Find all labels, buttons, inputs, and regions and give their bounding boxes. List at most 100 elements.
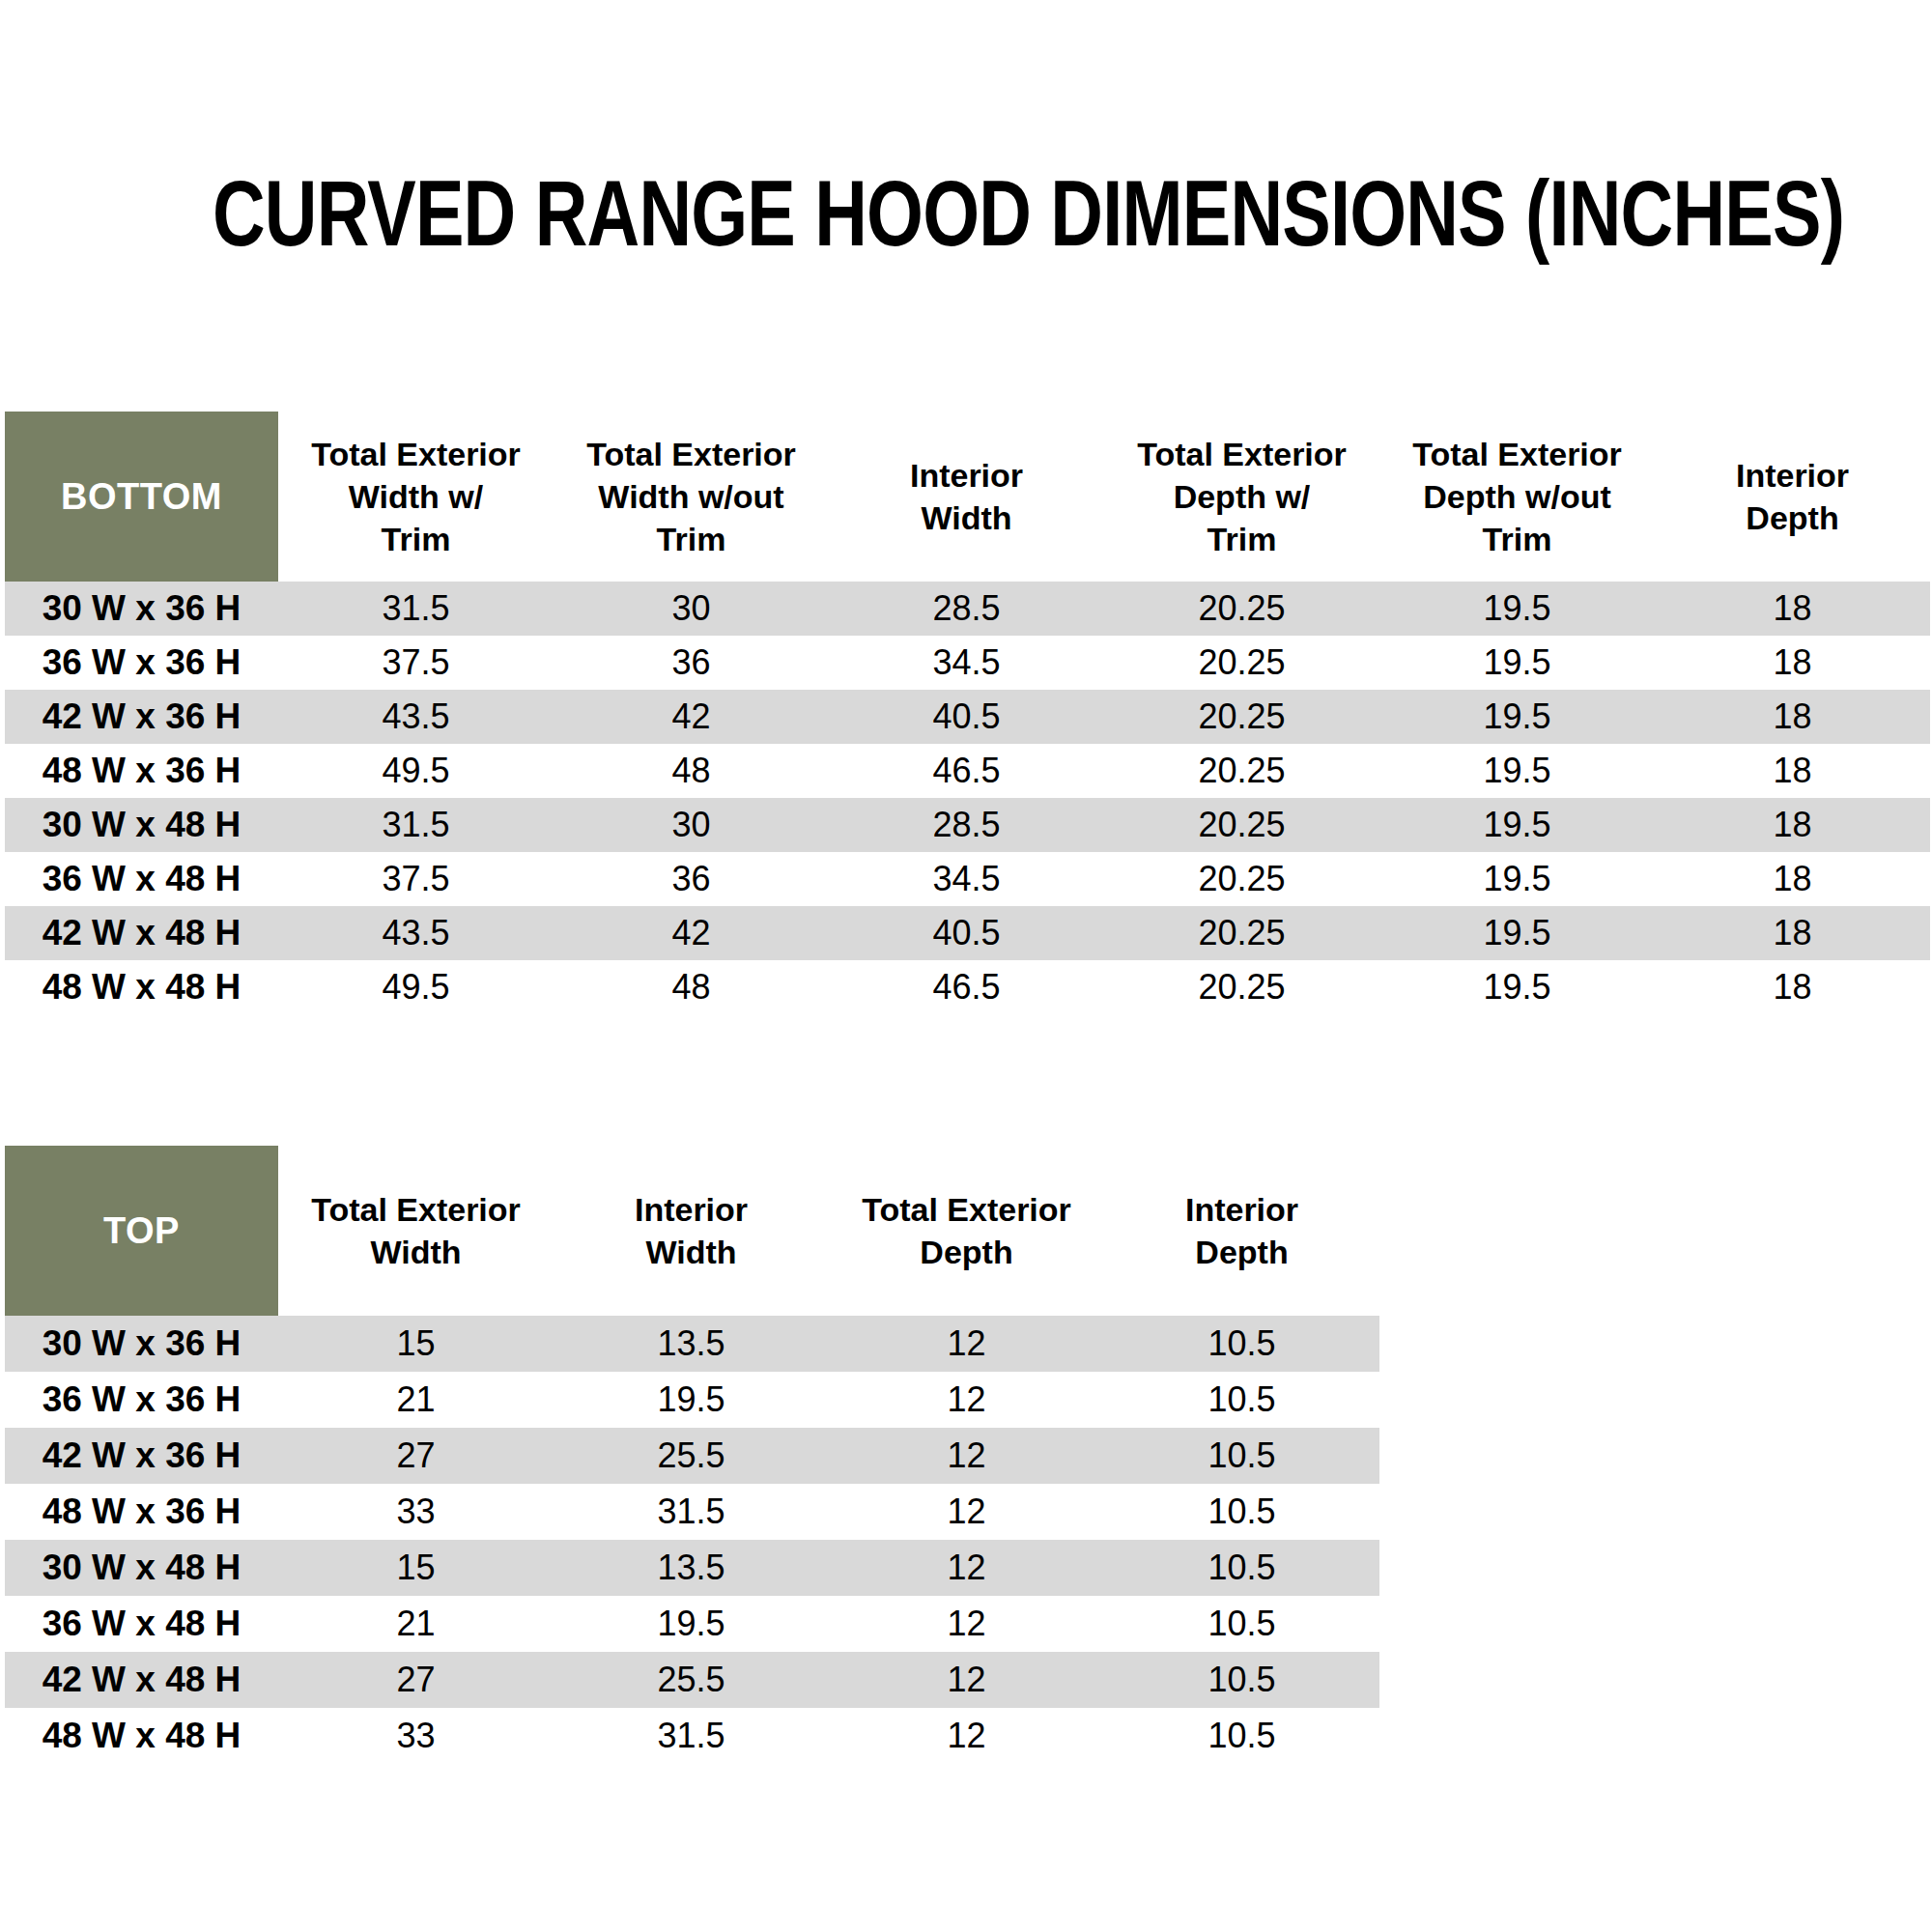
table-row: 42 W x 48 H43.54240.520.2519.518 — [5, 906, 1930, 960]
value-cell: 37.5 — [278, 636, 554, 690]
row-label: 30 W x 48 H — [5, 798, 278, 852]
value-cell: 19.5 — [1379, 960, 1655, 1014]
value-cell: 19.5 — [1379, 852, 1655, 906]
value-cell: 10.5 — [1104, 1540, 1379, 1596]
value-cell: 30 — [554, 798, 829, 852]
value-cell: 18 — [1655, 852, 1930, 906]
column-header: Total Exterior Width w/out Trim — [554, 412, 829, 582]
column-header: Total Exterior Depth — [829, 1146, 1104, 1316]
table-row: 36 W x 36 H37.53634.520.2519.518 — [5, 636, 1930, 690]
value-cell: 31.5 — [278, 582, 554, 636]
value-cell: 36 — [554, 636, 829, 690]
column-header: Interior Width — [554, 1146, 829, 1316]
table-row: 48 W x 48 H3331.51210.5 — [5, 1708, 1379, 1764]
row-label: 36 W x 48 H — [5, 852, 278, 906]
value-cell: 12 — [829, 1540, 1104, 1596]
table-row: 42 W x 36 H2725.51210.5 — [5, 1428, 1379, 1484]
value-cell: 12 — [829, 1316, 1104, 1372]
column-header: Interior Depth — [1104, 1146, 1379, 1316]
bottom-table: BOTTOMTotal Exterior Width w/ TrimTotal … — [5, 412, 1930, 1014]
column-header: Total Exterior Depth w/out Trim — [1379, 412, 1655, 582]
table-row: 48 W x 36 H49.54846.520.2519.518 — [5, 744, 1930, 798]
value-cell: 19.5 — [554, 1372, 829, 1428]
table-row: 36 W x 48 H2119.51210.5 — [5, 1596, 1379, 1652]
value-cell: 48 — [554, 960, 829, 1014]
value-cell: 49.5 — [278, 744, 554, 798]
value-cell: 12 — [829, 1484, 1104, 1540]
value-cell: 10.5 — [1104, 1484, 1379, 1540]
table-row: 30 W x 36 H31.53028.520.2519.518 — [5, 582, 1930, 636]
value-cell: 18 — [1655, 744, 1930, 798]
value-cell: 18 — [1655, 906, 1930, 960]
table-row: 30 W x 48 H31.53028.520.2519.518 — [5, 798, 1930, 852]
table-row: 30 W x 36 H1513.51210.5 — [5, 1316, 1379, 1372]
value-cell: 20.25 — [1104, 636, 1379, 690]
row-label: 42 W x 36 H — [5, 1428, 278, 1484]
value-cell: 37.5 — [278, 852, 554, 906]
row-label: 30 W x 48 H — [5, 1540, 278, 1596]
value-cell: 28.5 — [829, 798, 1104, 852]
value-cell: 13.5 — [554, 1540, 829, 1596]
value-cell: 42 — [554, 690, 829, 744]
value-cell: 20.25 — [1104, 798, 1379, 852]
value-cell: 40.5 — [829, 906, 1104, 960]
top-dimensions-table-container: TOPTotal Exterior WidthInterior WidthTot… — [5, 1146, 1379, 1764]
value-cell: 31.5 — [278, 798, 554, 852]
row-label: 36 W x 36 H — [5, 1372, 278, 1428]
table-row: 42 W x 48 H2725.51210.5 — [5, 1652, 1379, 1708]
value-cell: 15 — [278, 1316, 554, 1372]
value-cell: 20.25 — [1104, 906, 1379, 960]
value-cell: 33 — [278, 1708, 554, 1764]
column-header: Interior Depth — [1655, 412, 1930, 582]
table-row: 36 W x 36 H2119.51210.5 — [5, 1372, 1379, 1428]
value-cell: 43.5 — [278, 690, 554, 744]
value-cell: 25.5 — [554, 1428, 829, 1484]
value-cell: 42 — [554, 906, 829, 960]
row-label: 30 W x 36 H — [5, 582, 278, 636]
value-cell: 19.5 — [1379, 582, 1655, 636]
value-cell: 19.5 — [1379, 906, 1655, 960]
value-cell: 10.5 — [1104, 1316, 1379, 1372]
value-cell: 49.5 — [278, 960, 554, 1014]
table-row: 30 W x 48 H1513.51210.5 — [5, 1540, 1379, 1596]
row-label: 36 W x 36 H — [5, 636, 278, 690]
value-cell: 10.5 — [1104, 1652, 1379, 1708]
value-cell: 19.5 — [1379, 744, 1655, 798]
value-cell: 12 — [829, 1428, 1104, 1484]
value-cell: 12 — [829, 1652, 1104, 1708]
row-label: 36 W x 48 H — [5, 1596, 278, 1652]
value-cell: 20.25 — [1104, 582, 1379, 636]
value-cell: 10.5 — [1104, 1428, 1379, 1484]
value-cell: 48 — [554, 744, 829, 798]
value-cell: 20.25 — [1104, 690, 1379, 744]
value-cell: 40.5 — [829, 690, 1104, 744]
value-cell: 20.25 — [1104, 960, 1379, 1014]
value-cell: 18 — [1655, 960, 1930, 1014]
value-cell: 25.5 — [554, 1652, 829, 1708]
value-cell: 12 — [829, 1596, 1104, 1652]
value-cell: 15 — [278, 1540, 554, 1596]
row-label: 30 W x 36 H — [5, 1316, 278, 1372]
row-label: 42 W x 48 H — [5, 1652, 278, 1708]
table-row: 42 W x 36 H43.54240.520.2519.518 — [5, 690, 1930, 744]
value-cell: 27 — [278, 1428, 554, 1484]
value-cell: 10.5 — [1104, 1372, 1379, 1428]
row-label: 42 W x 48 H — [5, 906, 278, 960]
top-table: TOPTotal Exterior WidthInterior WidthTot… — [5, 1146, 1379, 1764]
table-row: 36 W x 48 H37.53634.520.2519.518 — [5, 852, 1930, 906]
value-cell: 19.5 — [554, 1596, 829, 1652]
value-cell: 18 — [1655, 798, 1930, 852]
value-cell: 10.5 — [1104, 1708, 1379, 1764]
row-label: 48 W x 36 H — [5, 744, 278, 798]
header-row: TOPTotal Exterior WidthInterior WidthTot… — [5, 1146, 1379, 1316]
row-label: 48 W x 36 H — [5, 1484, 278, 1540]
value-cell: 36 — [554, 852, 829, 906]
value-cell: 21 — [278, 1372, 554, 1428]
value-cell: 12 — [829, 1708, 1104, 1764]
value-cell: 43.5 — [278, 906, 554, 960]
value-cell: 34.5 — [829, 636, 1104, 690]
value-cell: 10.5 — [1104, 1596, 1379, 1652]
column-header: Total Exterior Depth w/ Trim — [1104, 412, 1379, 582]
dimension-sheet: CURVED RANGE HOOD DIMENSIONS (INCHES) BO… — [0, 0, 1932, 1932]
value-cell: 30 — [554, 582, 829, 636]
